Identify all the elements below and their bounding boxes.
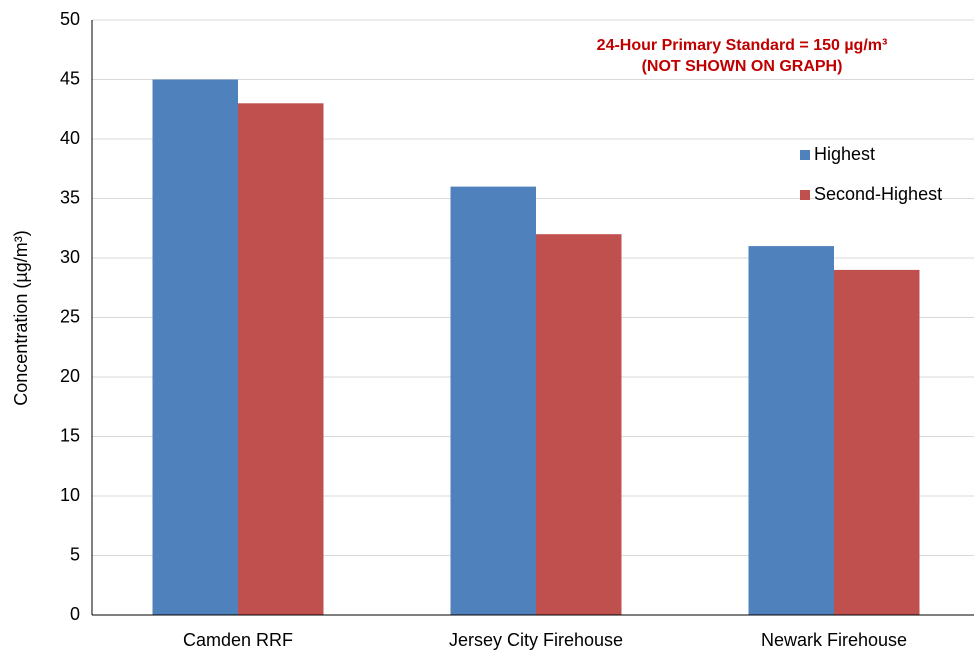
annotation: (NOT SHOWN ON GRAPH) — [642, 58, 843, 75]
y-tick-label: 40 — [60, 128, 80, 148]
y-tick-label: 50 — [60, 9, 80, 29]
y-axis-label: Concentration (µg/m³) — [11, 230, 31, 405]
y-tick-label: 0 — [70, 604, 80, 624]
y-tick-label: 30 — [60, 247, 80, 267]
y-tick-label: 45 — [60, 68, 80, 88]
bar — [450, 186, 536, 615]
bar — [238, 103, 324, 616]
y-tick-label: 15 — [60, 425, 80, 445]
legend-swatch — [800, 190, 810, 200]
y-tick-label: 20 — [60, 366, 80, 386]
legend-label: Highest — [814, 144, 875, 164]
x-tick-label: Jersey City Firehouse — [449, 630, 623, 650]
bar — [834, 269, 920, 615]
bar — [536, 234, 622, 615]
bar — [748, 246, 834, 615]
y-tick-label: 25 — [60, 306, 80, 326]
y-tick-label: 35 — [60, 187, 80, 207]
y-tick-label: 10 — [60, 485, 80, 505]
x-tick-label: Camden RRF — [183, 630, 293, 650]
legend-swatch — [800, 150, 810, 160]
legend-label: Second-Highest — [814, 184, 942, 204]
x-tick-label: Newark Firehouse — [761, 630, 907, 650]
y-tick-label: 5 — [70, 544, 80, 564]
bar — [152, 79, 238, 615]
annotation: 24-Hour Primary Standard = 150 µg/m³ — [597, 37, 888, 54]
